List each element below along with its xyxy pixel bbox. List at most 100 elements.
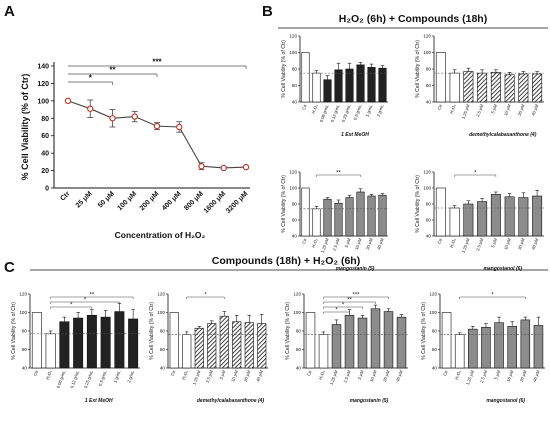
y-tick-label: 100 bbox=[423, 50, 431, 55]
bar bbox=[312, 72, 321, 103]
banner-c: Compounds (18h) + H₂O₂ (6h) bbox=[212, 255, 360, 267]
y-tick-label: 40 bbox=[432, 366, 438, 371]
x-tick-label: 40 μM bbox=[395, 369, 404, 382]
panel-label-a: A bbox=[4, 3, 15, 20]
y-tick-label: 120 bbox=[423, 170, 431, 175]
y-tick-label: 40 bbox=[426, 100, 432, 105]
x-tick-label: 5 μM bbox=[357, 369, 365, 380]
bar bbox=[232, 321, 242, 369]
x-tick-label: 100 μM bbox=[116, 190, 138, 212]
x-tick-label: 10 μM bbox=[230, 369, 239, 382]
significance-label: ** bbox=[336, 170, 341, 176]
significance-label: * bbox=[70, 302, 73, 308]
y-tick-label: 120 bbox=[289, 170, 297, 175]
bar bbox=[331, 324, 342, 369]
y-axis-label: % Cell Viability (% of Ctr) bbox=[285, 302, 291, 360]
bar bbox=[244, 322, 254, 369]
y-tick-label: 120 bbox=[37, 81, 49, 88]
y-tick-label: 40 bbox=[426, 234, 432, 239]
x-tick-label: 20 μM bbox=[519, 369, 528, 382]
data-point bbox=[87, 105, 94, 112]
group-label: mangostanin (5) bbox=[336, 266, 375, 272]
group-label: mangostanol (6) bbox=[486, 398, 525, 404]
chart-b4: 40 60 80 100 120% Cell Viability (% of Ctr) C… bbox=[415, 170, 544, 272]
x-tick-label: Ctr bbox=[170, 369, 177, 377]
bar bbox=[100, 316, 111, 369]
y-tick-label: 120 bbox=[423, 34, 431, 39]
x-tick-label: 20 μM bbox=[382, 369, 391, 382]
bar bbox=[490, 72, 501, 103]
x-tick-label: 2.5 μM bbox=[343, 369, 352, 383]
x-tick-label: 10 μM bbox=[503, 103, 512, 116]
x-tick-label: 5 μM bbox=[493, 369, 501, 380]
x-tick-label: 0.12 g/mL bbox=[69, 369, 80, 389]
y-tick-label: 40 bbox=[160, 366, 166, 371]
significance-label: * bbox=[89, 74, 93, 83]
significance-label: ** bbox=[90, 292, 95, 298]
y-tick-label: 40 bbox=[292, 234, 298, 239]
x-tick-label: 200 μM bbox=[139, 190, 161, 212]
x-tick-label: 1.25 μM bbox=[465, 369, 475, 385]
bar bbox=[533, 325, 544, 369]
bar bbox=[532, 73, 543, 103]
bar bbox=[207, 323, 217, 369]
significance-label: * bbox=[491, 292, 494, 298]
x-tick-label: 10 μM bbox=[506, 369, 515, 382]
y-tick-label: 60 bbox=[296, 347, 302, 352]
y-tick-label: 100 bbox=[429, 310, 437, 315]
y-tick-label: 80 bbox=[22, 329, 28, 334]
x-tick-label: 10 μM bbox=[354, 237, 363, 250]
y-tick-label: 0 bbox=[45, 186, 49, 193]
chart-b2: 40 60 80 100 120% Cell Viability (% of Ctr) C… bbox=[415, 34, 544, 138]
x-tick-label: 1.25 μM bbox=[461, 103, 471, 119]
bar bbox=[507, 326, 517, 369]
chart-c2: 40 60 80 100 120% Cell Viability (% of Ctr) C… bbox=[149, 292, 268, 404]
bar bbox=[435, 187, 446, 237]
series-line bbox=[67, 100, 247, 169]
x-tick-label: Ctr bbox=[306, 369, 313, 377]
y-tick-label: 60 bbox=[426, 83, 432, 88]
y-tick-label: 60 bbox=[432, 347, 438, 352]
x-tick-label: 1 g/mL bbox=[112, 369, 121, 383]
bar bbox=[463, 71, 474, 103]
x-tick-label: 40 μM bbox=[255, 369, 264, 382]
data-point bbox=[109, 115, 116, 122]
bar bbox=[504, 74, 515, 103]
x-tick-label: 25 μM bbox=[75, 190, 94, 209]
y-axis-label: % Cell Viability (% of Ctr) bbox=[281, 175, 287, 233]
bar bbox=[518, 197, 529, 237]
bar bbox=[494, 322, 504, 369]
y-tick-label: 100 bbox=[293, 310, 301, 315]
x-tick-label: 20 μM bbox=[517, 237, 526, 250]
bar bbox=[334, 202, 343, 237]
significance-label: ** bbox=[109, 66, 116, 75]
y-tick-label: 60 bbox=[292, 83, 298, 88]
y-tick-label: 140 bbox=[37, 64, 49, 71]
bar bbox=[344, 314, 355, 369]
data-point bbox=[242, 163, 250, 171]
y-axis-label: % Cell Viability (% of Ctr) bbox=[415, 175, 421, 233]
x-tick-label: 5 μM bbox=[344, 237, 352, 248]
x-tick-label: 0.06 g/mL bbox=[55, 369, 66, 389]
x-tick-label: H₂O₂ bbox=[449, 237, 457, 248]
group-label: mangostanol (6) bbox=[483, 266, 522, 272]
bar bbox=[367, 67, 376, 103]
x-tick-label: H₂O₂ bbox=[454, 369, 462, 380]
x-tick-label: H₂O₂ bbox=[311, 103, 319, 114]
bar bbox=[449, 207, 460, 237]
x-tick-label: 10 μM bbox=[503, 237, 512, 250]
x-tick-label: 1600 μM bbox=[203, 190, 228, 215]
y-tick-label: 80 bbox=[426, 202, 432, 207]
significance-label: * bbox=[84, 297, 87, 303]
x-tick-label: H₂O₂ bbox=[311, 237, 319, 248]
x-tick-label: Ctr bbox=[301, 237, 308, 245]
y-tick-label: 120 bbox=[19, 292, 27, 297]
bar bbox=[114, 311, 125, 369]
x-tick-label: 0.5 g/mL bbox=[97, 369, 108, 387]
y-tick-label: 60 bbox=[292, 218, 298, 223]
x-tick-label: 1.25 μM bbox=[320, 237, 330, 253]
y-axis-label: % Cell Viability (% of Ctr) bbox=[281, 40, 287, 98]
y-tick-label: 60 bbox=[160, 347, 166, 352]
y-tick-label: 40 bbox=[292, 100, 298, 105]
x-tick-label: 2.5 μM bbox=[479, 369, 488, 383]
